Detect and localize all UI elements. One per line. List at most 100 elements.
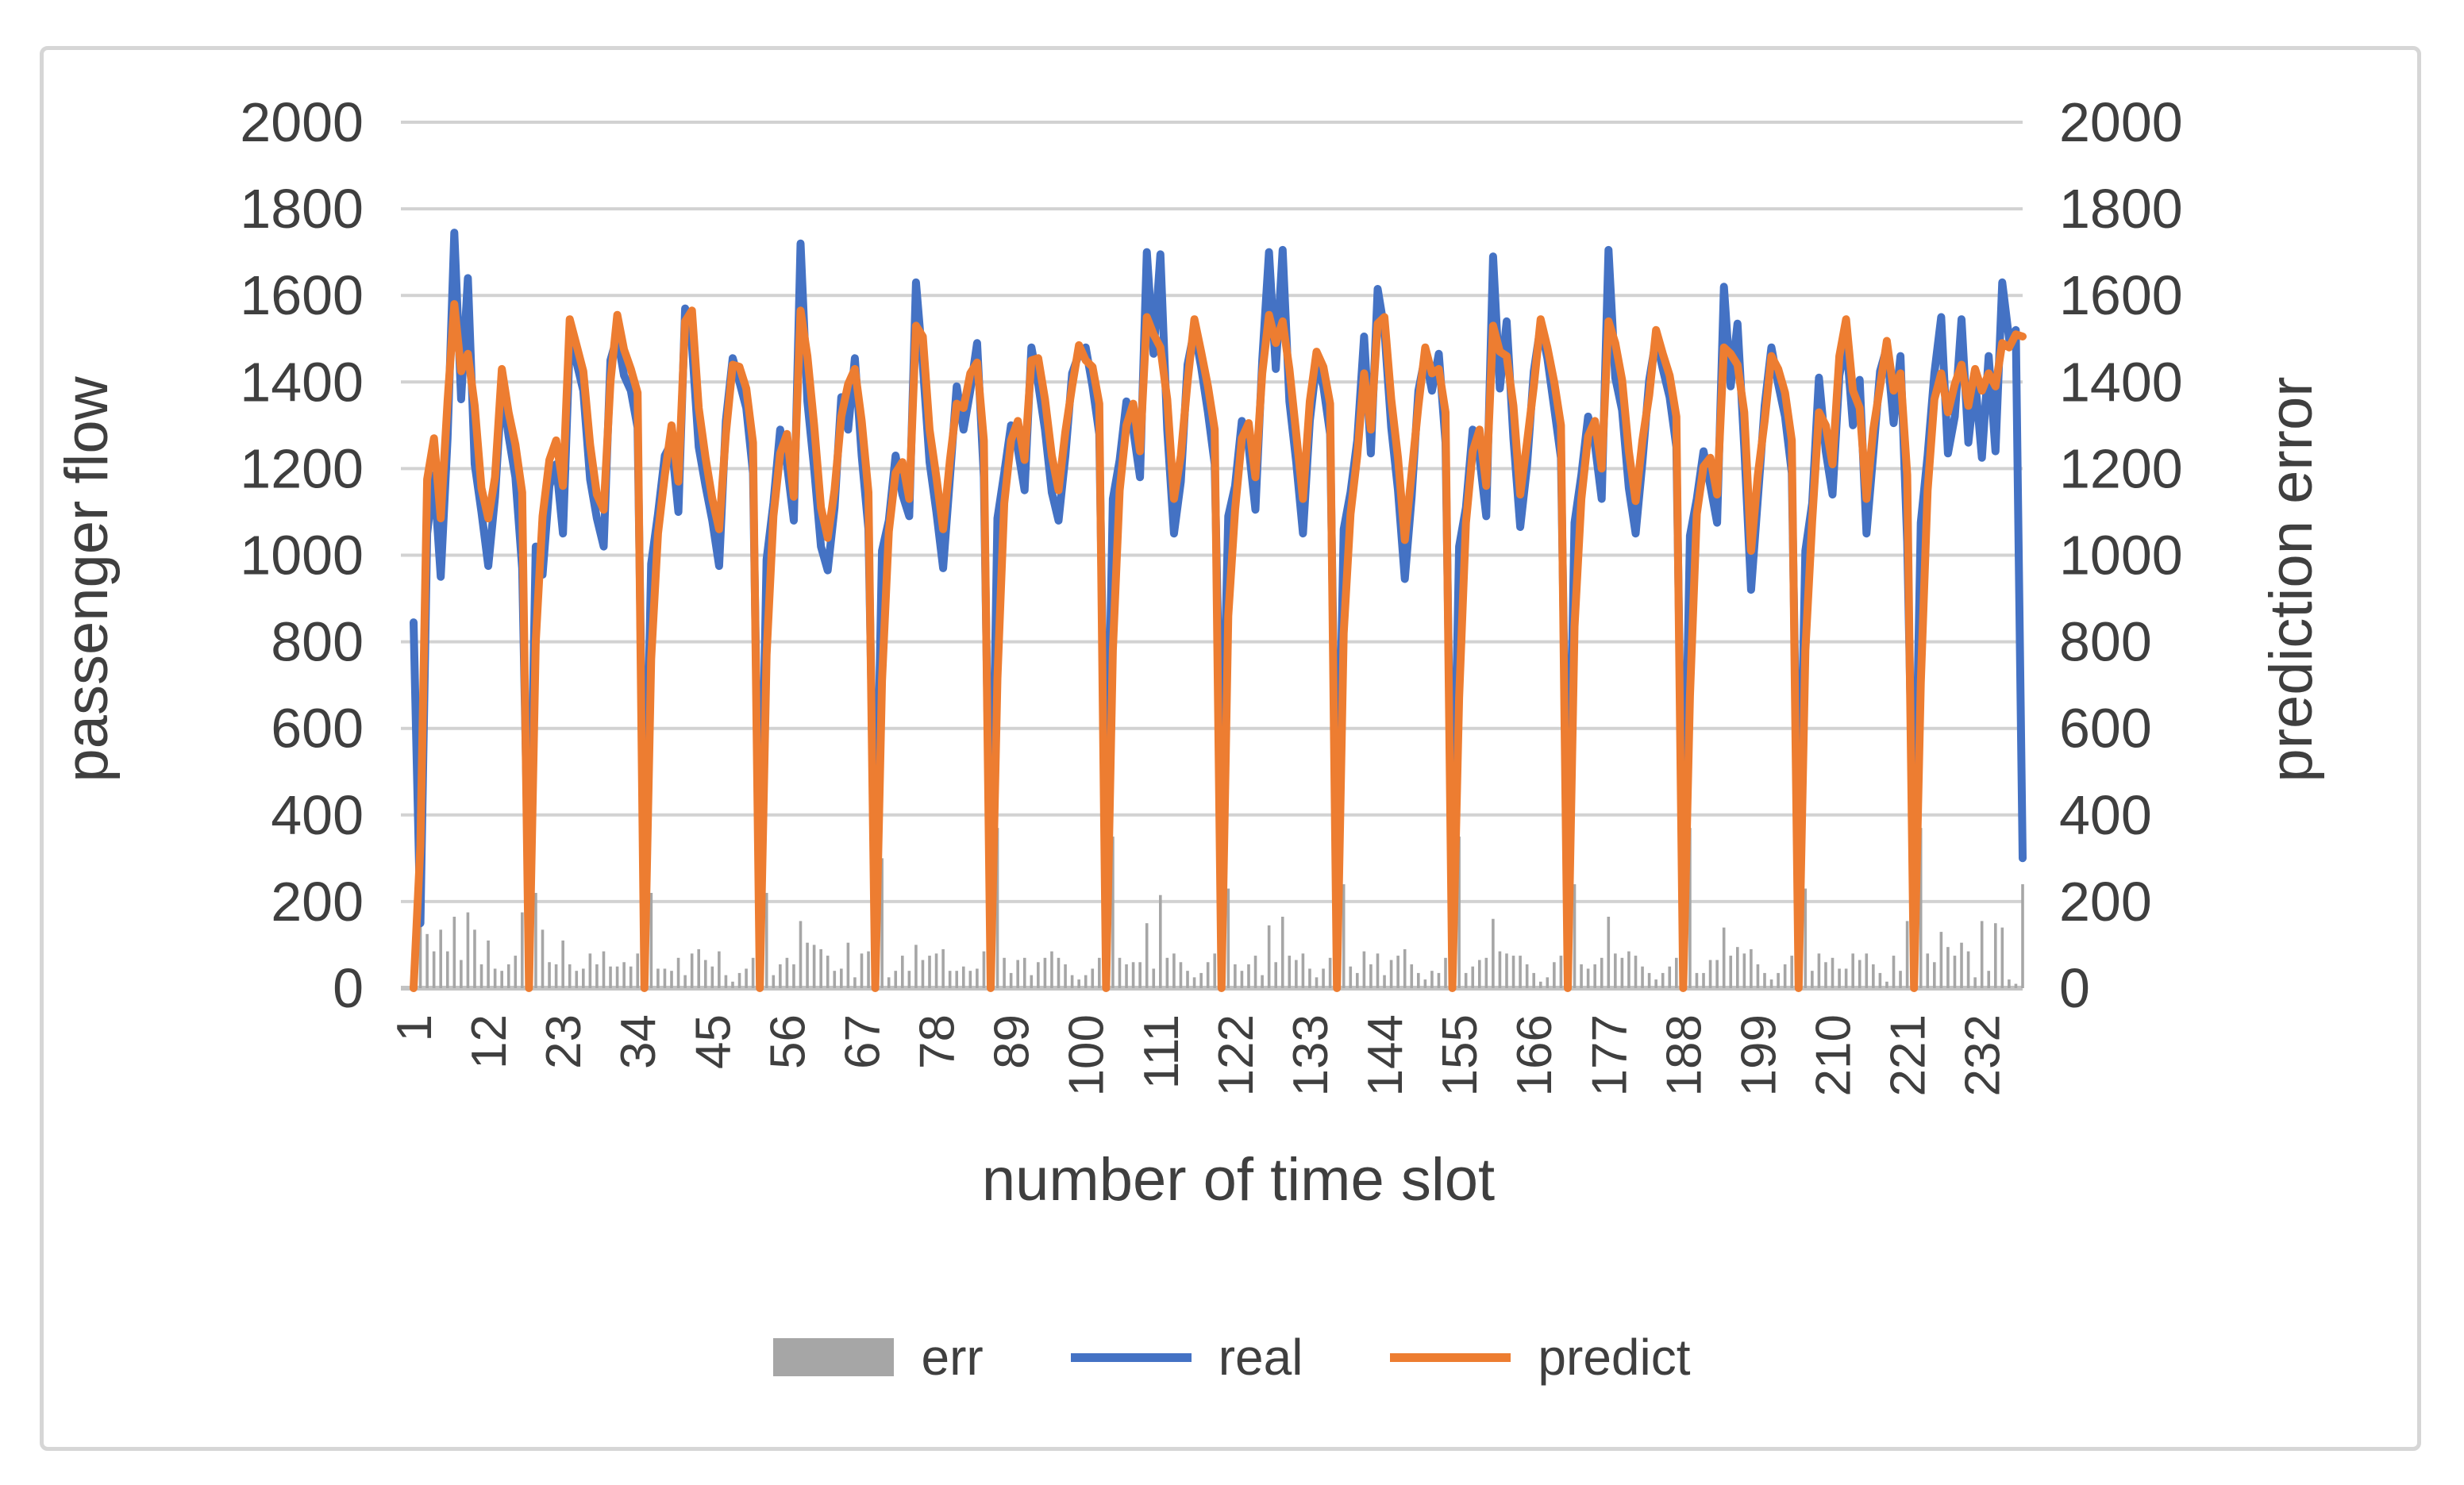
err-bar [934,953,938,988]
err-bar [1559,956,1563,988]
err-bar [1077,979,1080,988]
legend-item-real[interactable]: real [1070,1332,1303,1383]
err-bar [1899,971,1902,988]
err-bar [575,971,579,988]
x-tick-label: 166 [1507,1014,1562,1096]
err-bar [1362,951,1366,988]
err-bar [764,892,768,988]
err-bar [1430,971,1434,988]
err-bar [1253,956,1257,988]
err-bar [779,964,782,988]
err-bar [976,968,979,988]
y-tick-label-right: 400 [2059,784,2152,846]
y-tick-label-right: 1000 [2059,525,2183,587]
err-bar [1261,975,1264,988]
err-bar [479,964,483,988]
err-bar [968,971,972,988]
err-bar [1783,964,1787,988]
err-bar [1003,957,1006,988]
err-bar [731,981,734,988]
err-bar [1573,884,1577,988]
err-bar [1607,916,1611,988]
err-bar [1118,957,1122,988]
err-bar [439,929,443,988]
y-tick-label-right: 1600 [2059,264,2183,326]
err-bar [853,977,857,988]
err-bar [1715,960,1719,988]
y-tick-label-left: 200 [271,871,364,933]
err-bar [514,956,518,988]
x-tick-label: 221 [1881,1014,1936,1096]
err-bar [1192,977,1196,988]
err-bar [1389,960,1393,988]
err-bar [1247,964,1250,988]
x-tick-label: 67 [835,1014,890,1069]
x-tick-label: 111 [1134,1014,1189,1089]
err-bar [1070,975,1074,988]
err-bar [1593,964,1596,988]
err-bar [1641,966,1644,988]
err-bar [1960,942,1963,988]
x-tick-label: 232 [1956,1014,2011,1096]
err-bar [894,971,898,988]
err-bar [982,951,986,988]
x-tick-label: 210 [1807,1014,1861,1096]
y-tick-label-left: 1800 [240,178,364,240]
err-bar [799,921,803,988]
err-bar [1987,971,1991,988]
err-bar [703,960,707,988]
err-bar [466,912,470,988]
err-bar [561,940,564,988]
predict-line-swatch [1390,1352,1511,1362]
err-bar [1037,962,1040,988]
err-bar [649,892,653,988]
y-tick-label-right: 1800 [2059,178,2183,240]
err-bar [1444,957,1447,988]
err-bar [1811,971,1814,988]
x-tick-label: 122 [1209,1014,1264,1096]
err-bar [1376,953,1380,988]
err-bar [2008,979,2011,988]
err-bar [1030,975,1034,988]
err-bar [1131,962,1135,988]
err-bar [718,951,721,988]
x-tick-label: 199 [1731,1014,1786,1096]
y-tick-label-left: 600 [271,698,364,760]
err-bar [1315,977,1319,988]
err-bar [1064,964,1067,988]
err-bar [1511,956,1515,988]
err-bar [1614,953,1617,988]
err-bar [1831,957,1835,988]
err-bar [1966,951,1970,988]
err-bar [1050,951,1053,988]
err-bar [683,975,687,988]
err-bar [1750,948,1753,988]
y-axis-left-ticks: 0 200 400 600 800 1000 1200 1400 1600 1800 2000 [240,91,364,1019]
y-tick-label-right: 200 [2059,871,2152,933]
err-bar [1885,981,1888,988]
err-bar [1553,962,1556,988]
legend-item-predict[interactable]: predict [1390,1332,1691,1383]
err-bar [676,957,680,988]
err-bar [1892,956,1896,988]
y-tick-label-left: 1400 [240,351,364,413]
err-bar [1702,972,1705,988]
x-axis-title: number of time slot [982,1146,1495,1214]
y-tick-label-right: 800 [2059,611,2152,673]
err-bar [1349,966,1353,988]
err-bar [460,960,463,988]
err-bar [1993,923,1997,988]
err-bar [1654,979,1657,988]
y-tick-label-left: 400 [271,784,364,846]
err-bar [1722,927,1726,988]
legend-item-err[interactable]: err [773,1332,984,1383]
err-bar [1457,837,1461,988]
y-axis-left-title: passenger flow [53,375,121,782]
err-bar [1179,962,1183,988]
err-bar [473,929,476,988]
err-bar [609,966,612,988]
y-axis-right-title: prediction error [2258,376,2325,782]
err-bar [1152,968,1156,988]
err-bar [1043,957,1047,988]
err-bar [724,975,728,988]
